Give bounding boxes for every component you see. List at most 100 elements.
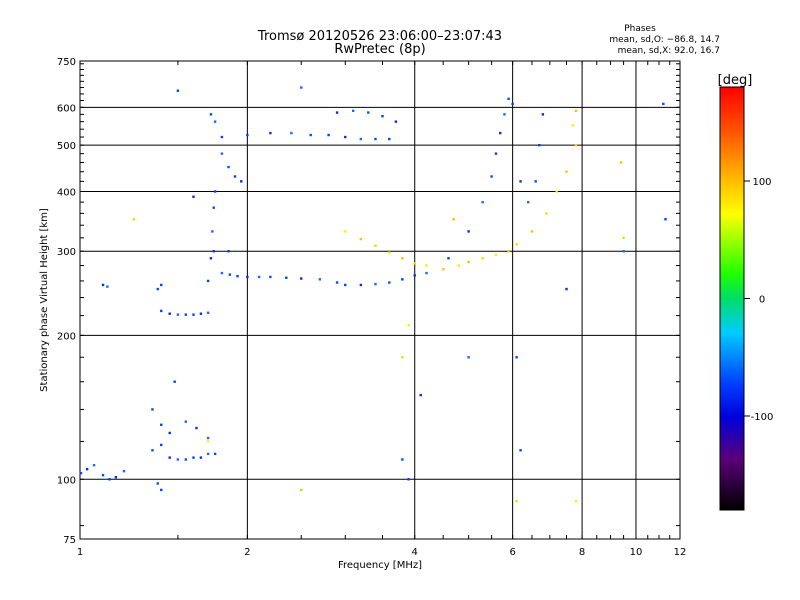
data-point-E_layer <box>160 283 163 287</box>
x-tick-label: 2 <box>244 547 250 558</box>
y-tick-label: 300 <box>57 247 76 258</box>
colorbar-tick-label: -100 <box>751 412 774 423</box>
data-point-F_trace_blue <box>344 283 347 287</box>
data-point-low_layer <box>184 458 188 461</box>
data-point-F2_upper <box>344 135 347 139</box>
data-point-scattered_warm <box>619 161 623 164</box>
data-point-scattered <box>401 458 404 461</box>
data-point-low_layer <box>101 473 105 477</box>
y-tick-label: 200 <box>57 331 76 342</box>
data-point-F_trace_yellow <box>425 264 428 267</box>
data-point-F_cusp <box>227 250 230 253</box>
y-tick-label: 600 <box>57 103 76 114</box>
data-point-F_trace_yellow <box>565 170 568 173</box>
data-point-F2_upper <box>209 113 213 116</box>
data-point-F2_upper <box>327 133 330 137</box>
data-point-F_trace_yellow <box>555 190 558 193</box>
y-axis-label: Stationary phase Virtual Height [km] <box>39 208 50 392</box>
data-point-scattered <box>467 356 470 359</box>
data-point-F_trace_yellow <box>481 257 484 260</box>
data-point-F2_upper <box>233 175 237 178</box>
data-point-X_branch_blue <box>494 152 498 155</box>
data-point-F_cusp <box>211 230 214 233</box>
data-point-low_layer <box>168 456 171 459</box>
data-point-E_layer <box>206 311 210 314</box>
data-point-low_layer <box>160 488 163 492</box>
data-point-low_layer <box>184 420 188 423</box>
colorbar-tick-label: 100 <box>752 177 771 188</box>
data-point-F2_upper <box>269 131 272 135</box>
colorbar-tick-label: 0 <box>759 295 765 306</box>
data-point-F2_upper <box>246 133 249 137</box>
data-point-scattered <box>664 218 667 221</box>
data-point-low_layer <box>206 436 210 440</box>
data-point-F_trace_yellow <box>530 230 534 233</box>
data-point-E_layer <box>106 285 109 288</box>
data-point-F2_upper <box>335 111 339 114</box>
data-point-F2_upper <box>220 135 224 139</box>
data-point-low_layer <box>168 431 171 435</box>
data-point-low_layer <box>151 408 154 411</box>
data-point-F2_upper <box>381 114 384 118</box>
data-point-scattered <box>622 250 625 253</box>
data-point-E_layer <box>156 287 159 291</box>
data-point-scattered <box>407 478 410 481</box>
data-point-F2_upper <box>220 152 224 155</box>
data-point-E_layer <box>199 312 203 315</box>
data-point-low_layer <box>160 423 163 427</box>
data-point-E_layer <box>184 313 188 316</box>
y-tick-label: 75 <box>63 535 76 546</box>
data-point-X_branch_blue <box>503 113 506 116</box>
x-tick-label: 1 <box>77 547 83 558</box>
x-tick-label: 8 <box>579 547 585 558</box>
data-point-X_branch_blue <box>507 97 510 101</box>
data-point-F_cusp <box>300 277 303 280</box>
data-point-scattered_warm <box>622 236 625 240</box>
data-point-E_layer <box>176 313 180 316</box>
data-point-scattered <box>519 449 522 452</box>
data-point-low_layer <box>79 471 83 475</box>
data-point-F_cusp <box>236 274 239 278</box>
data-point-low_layer <box>176 458 180 461</box>
data-point-low_layer <box>85 467 89 471</box>
x-tick-label: 6 <box>509 547 515 558</box>
data-point-F_trace_yellow <box>401 257 404 260</box>
data-point-F2_upper <box>309 133 312 137</box>
data-point-F_trace_yellow <box>545 212 548 215</box>
data-point-X_branch_blue <box>481 200 484 204</box>
data-point-F_trace_yellow <box>494 253 498 256</box>
data-point-F_cusp <box>212 250 215 253</box>
colorbar-ticks: 100 0 -100 <box>744 177 773 423</box>
data-point-F_cusp <box>212 206 215 209</box>
x-tick-label: 10 <box>630 547 643 558</box>
data-point-scattered <box>515 356 518 359</box>
data-point-F_cusp <box>335 281 339 284</box>
data-points <box>79 86 667 503</box>
data-point-X_branch_blue <box>511 102 514 106</box>
data-point-low_layer <box>199 456 203 459</box>
data-point-scattered <box>176 89 180 92</box>
data-point-scattered_warm <box>132 218 136 221</box>
data-point-X_branch_blue <box>534 180 537 183</box>
data-point-F_trace_yellow <box>413 262 416 265</box>
data-point-scattered <box>419 393 422 397</box>
data-point-low_layer <box>160 443 163 447</box>
data-point-scattered <box>192 195 195 198</box>
phases-line-x: mean, sd,X: 92.0, 16.7 <box>618 46 720 56</box>
data-point-F_trace_yellow <box>457 264 460 267</box>
data-point-F_trace_yellow <box>467 260 470 264</box>
data-point-low_layer <box>92 464 96 467</box>
data-point-F_cusp <box>246 275 249 279</box>
data-point-F_trace_yellow <box>441 268 445 271</box>
data-point-F2_upper <box>374 137 377 141</box>
data-point-X_branch_blue <box>527 200 530 204</box>
data-point-scattered_warm <box>401 356 404 359</box>
data-point-F2_upper <box>367 111 370 114</box>
y-tick-label: 400 <box>57 187 76 198</box>
data-point-F_trace_blue <box>425 271 428 275</box>
data-point-F_trace_blue <box>413 274 416 277</box>
data-point-F_trace_blue <box>374 282 377 286</box>
data-point-F_cusp <box>220 271 224 275</box>
